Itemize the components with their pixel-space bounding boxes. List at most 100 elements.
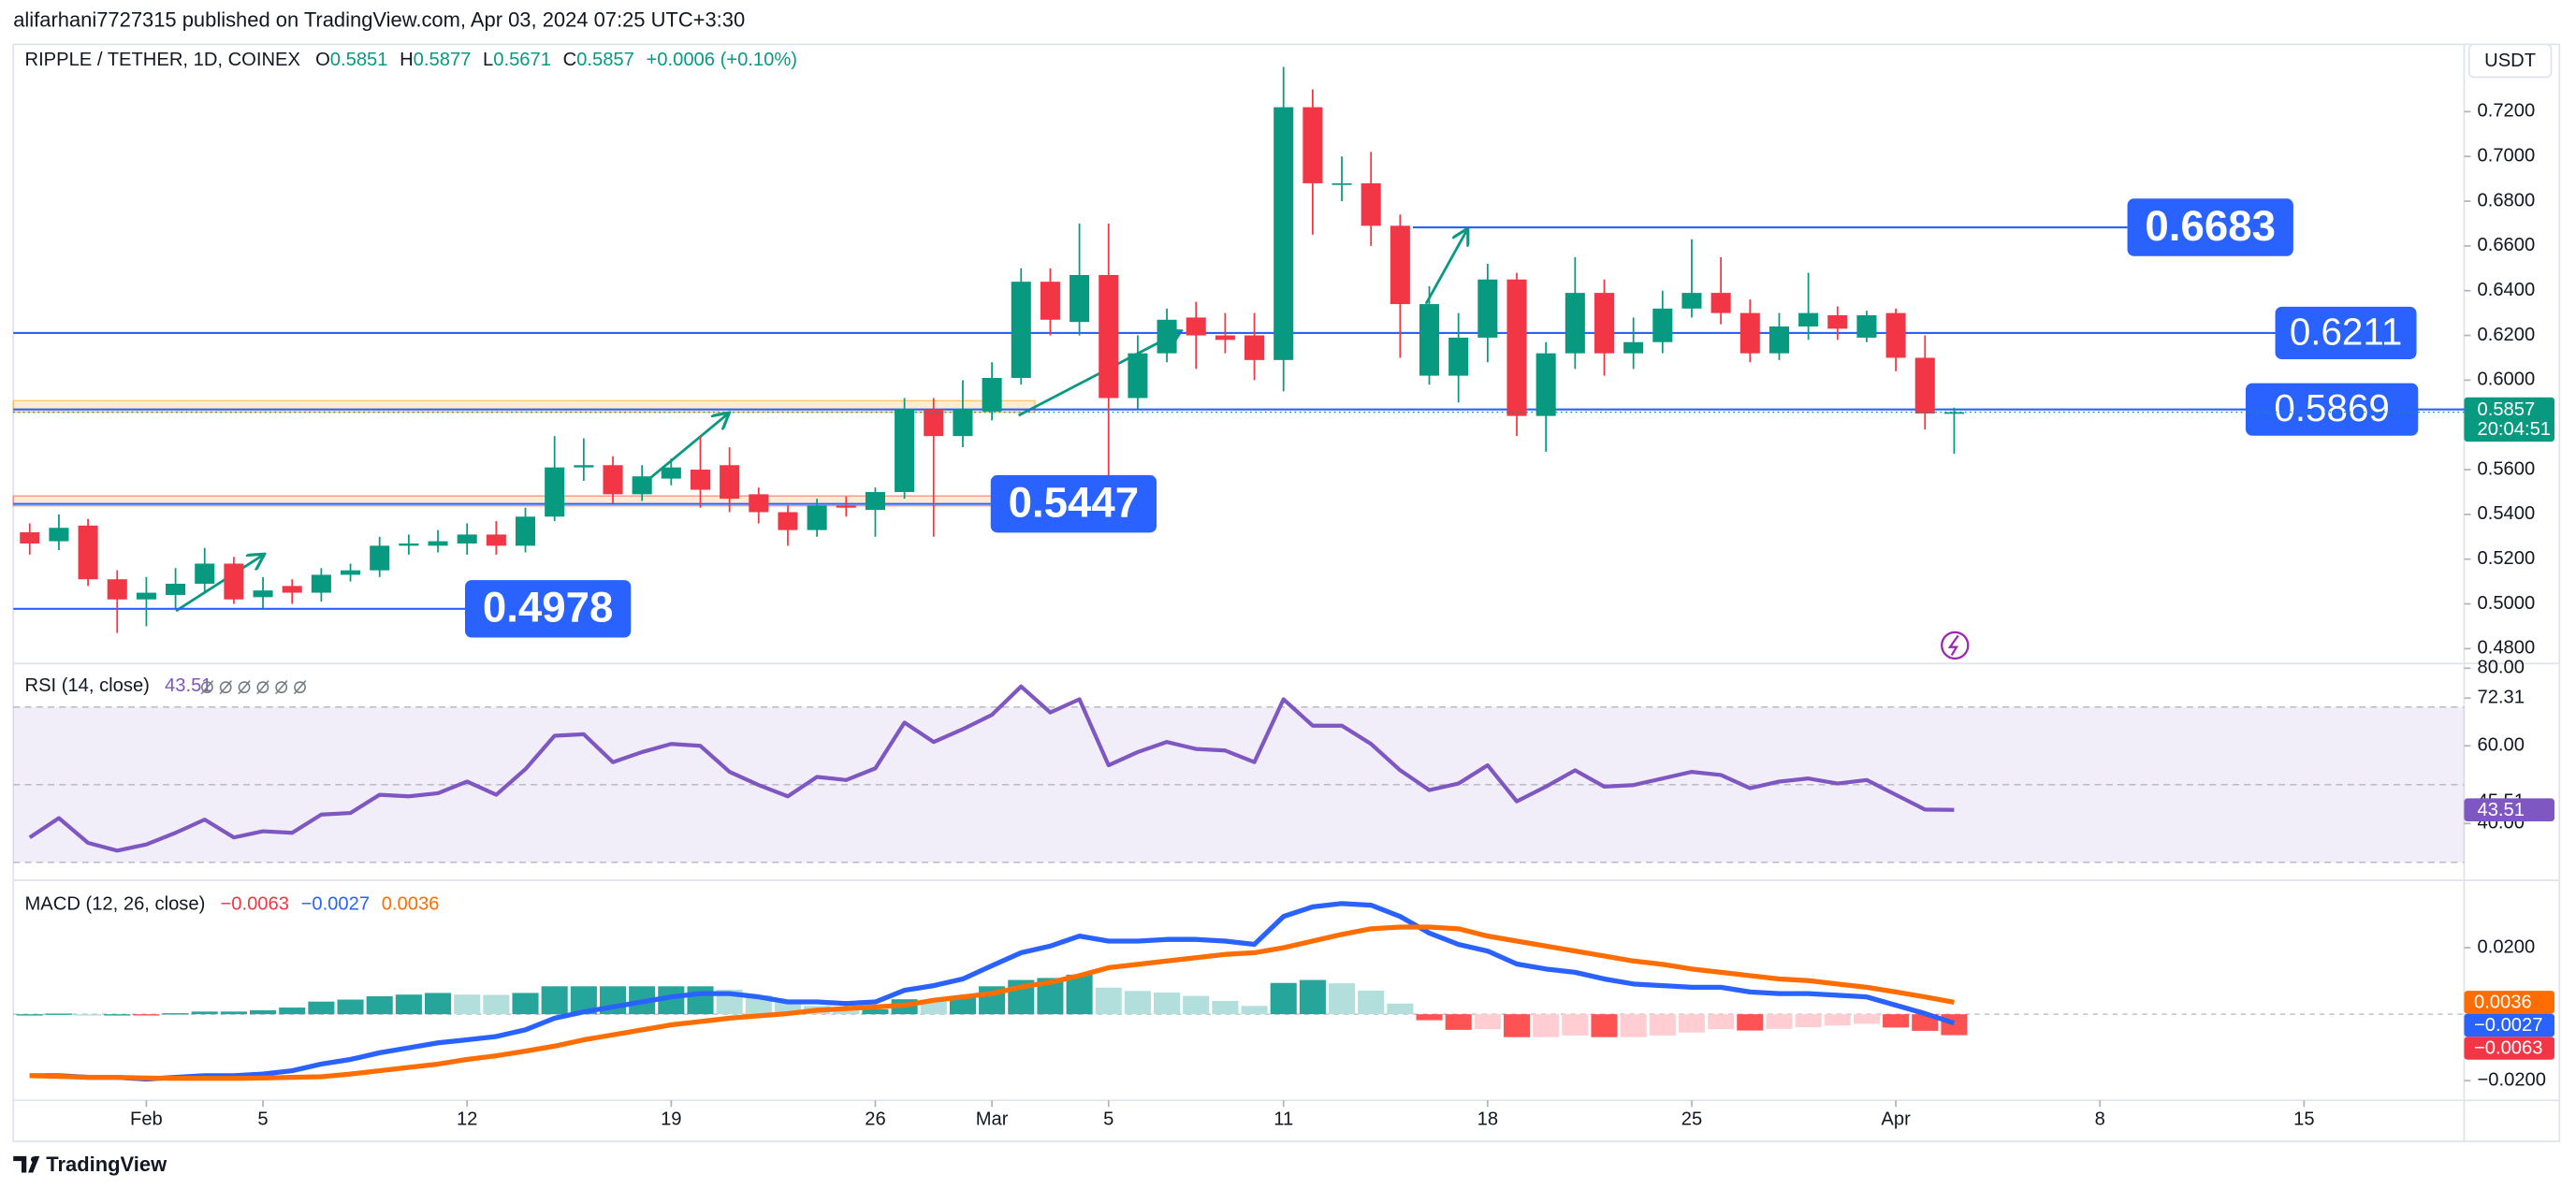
candle-body [1681,293,1702,309]
histogram-bar [1241,1006,1268,1015]
histogram-bar [104,1014,131,1016]
candle-body [1943,412,1964,414]
histogram-bar [395,994,422,1015]
symbol-legend: RIPPLE / TETHER, 1D, COINEX O0.5851 H0.5… [25,50,797,70]
histogram-bar [541,986,568,1015]
candle-body [1477,279,1498,338]
null-icon [294,681,306,694]
candle-body [1273,107,1294,360]
candle-body [1390,225,1410,305]
y-tick-label: 0.0200 [2478,936,2536,957]
footer: TradingView [46,1153,167,1176]
histogram-bar [949,995,976,1015]
level-label: 0.6683 [2145,202,2276,250]
histogram-bar [1649,1014,1676,1036]
null-icon [200,680,214,695]
alert-icon [1941,631,1970,660]
candle-body [924,409,944,437]
histogram-bar [220,1011,247,1015]
null-icon [274,680,288,695]
histogram-bar [1795,1014,1822,1028]
macd-value: −0.0027 [301,894,370,915]
x-tick-label: Mar [976,1109,1009,1130]
y-tick-label: 0.5600 [2478,458,2536,479]
candle-body [224,563,244,600]
candle-body [1128,353,1148,399]
candle-body [895,409,915,492]
signal-line [29,924,1955,1081]
candle-body [1535,353,1556,416]
candle-body [1040,282,1060,320]
level-label-box [2275,306,2417,360]
candle-body [282,586,302,593]
histogram-bar [279,1008,306,1015]
histogram-bar [1533,1014,1560,1037]
ohlc-value: 0.5857 [576,50,634,70]
last-price-box [2464,397,2555,442]
y-tick-label: 0.6600 [2478,235,2536,255]
candle-body [486,534,506,546]
candle-body [807,505,827,530]
null-icon [219,681,232,694]
x-tick-label: 19 [661,1109,681,1130]
histogram-bar [75,1014,102,1016]
histogram-bar [833,1008,860,1015]
candle-body [1448,337,1469,376]
last-price: 0.5857 [2478,399,2536,420]
candle-body [1332,182,1352,185]
x-tick-label: 5 [257,1109,268,1130]
candle-body [1798,312,1819,326]
histogram-bar [1124,991,1151,1015]
histogram-bar [454,994,481,1015]
candle-body [865,491,885,511]
histogram-bar [308,1001,335,1015]
ohlc-letter: H [400,50,414,70]
candle-body [253,590,273,598]
currency[interactable]: USDT [2484,51,2536,71]
histogram-bar [1620,1014,1647,1037]
histogram-bar [1183,995,1210,1015]
candle-body [1070,274,1090,323]
histogram-bar [1708,1014,1735,1030]
y-tick-label: 0.6000 [2478,370,2536,390]
currency-box[interactable] [2467,43,2553,79]
frame [12,43,2561,1142]
rsi-value-box [2464,798,2555,822]
candle-body [311,574,331,593]
ohlc-value: 0.5851 [330,50,388,70]
histogram-bar [1737,1014,1764,1031]
histogram-bar [687,986,714,1015]
histogram-bar [1299,979,1326,1015]
publisher: alifarhani7727315 published on TradingVi… [13,8,745,32]
histogram-bar [1853,1014,1880,1024]
candle-body [1361,182,1381,226]
candle-body [20,532,40,544]
candle-body [1099,274,1119,399]
histogram-bar [1154,993,1181,1015]
candle-body [1565,293,1585,354]
level-label-box [2127,198,2293,256]
candle-body [545,467,565,517]
histogram-bar [1941,1014,1968,1036]
histogram-bar [1591,1014,1618,1037]
null-icon [219,680,232,695]
macd-value-label: −0.0063 [2474,1038,2542,1059]
histogram-bar [1445,1014,1472,1030]
y-tick-label: 0.5000 [2478,593,2536,614]
histogram-bar [862,1008,889,1015]
candle-body [1856,315,1877,338]
candle-body [341,570,361,575]
histogram-bar [512,993,539,1015]
histogram-bar [1212,1000,1239,1015]
candle-body [1623,341,1644,354]
x-tick-label: 8 [2095,1109,2105,1130]
candle-body [1186,317,1206,336]
histogram-bar [1270,982,1297,1015]
candle-body [107,579,127,600]
histogram-bar [1912,1014,1939,1031]
candle-body [515,516,536,546]
macd-value-box [2464,991,2555,1014]
candle-body [1768,326,1789,354]
candle-body [166,584,186,595]
